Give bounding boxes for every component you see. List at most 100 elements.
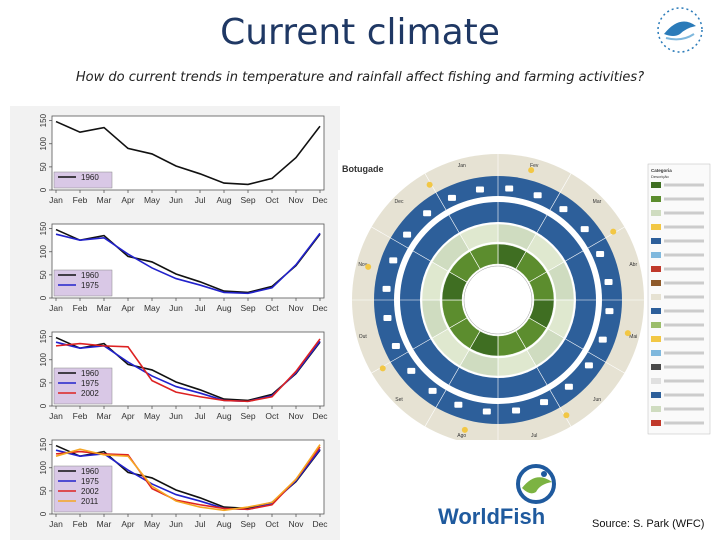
calendar-month-label: Jan (458, 163, 466, 169)
x-tick-label: Sep (240, 411, 255, 421)
x-tick-label: May (144, 303, 161, 313)
legend-entry: 2011 (81, 497, 99, 506)
x-tick-label: Jul (195, 519, 206, 529)
x-tick-label: Nov (288, 303, 304, 313)
calendar-month-label: Fev (530, 163, 539, 169)
x-tick-label: Apr (121, 195, 134, 205)
y-tick-label: 50 (39, 486, 48, 495)
worldfish-logo-text: WorldFish (438, 504, 545, 529)
x-tick-label: Mar (97, 195, 112, 205)
x-tick-label: Aug (216, 303, 231, 313)
y-tick-label: 150 (39, 221, 48, 235)
x-tick-label: Dec (312, 195, 328, 205)
y-tick-label: 0 (39, 511, 48, 516)
page-title: Current climate (220, 12, 500, 53)
x-tick-label: Oct (265, 519, 279, 529)
x-tick-label: Jun (169, 303, 183, 313)
rainfall-chart-1: 0 50 100 150 Jan Feb Mar Apr May Jun Jul Aug Sep Oct N… (39, 113, 328, 205)
x-tick-label: Nov (288, 195, 304, 205)
calendar-month-label: Mar (593, 199, 602, 205)
x-tick-label: Mar (97, 303, 112, 313)
x-tick-label: Dec (312, 411, 328, 421)
x-tick-label: Nov (288, 519, 304, 529)
rainfall-chart-4: 0 50 100 150 Jan Feb Mar Apr May Jun Jul Aug Sep Oct N… (39, 437, 328, 529)
legend-entry: 2002 (81, 487, 99, 496)
x-tick-label: Feb (73, 519, 88, 529)
y-tick-label: 150 (39, 437, 48, 451)
series-line-2002 (55, 338, 321, 403)
chart-legend (53, 171, 113, 189)
legend-entry: 1960 (81, 369, 99, 378)
x-tick-label: Nov (288, 411, 304, 421)
x-tick-label: Apr (121, 519, 134, 529)
y-tick-label: 0 (39, 295, 48, 300)
y-tick-label: 100 (39, 137, 48, 151)
x-tick-label: Dec (312, 519, 328, 529)
calendar-month-label: Jun (593, 397, 601, 403)
x-tick-label: Jul (195, 411, 206, 421)
x-tick-label: Oct (265, 303, 279, 313)
calendar-month-label: Ago (457, 433, 466, 439)
calendar-month-label: Out (359, 334, 368, 340)
seasonal-calendar: Botugade Jan Fev Mar Abr Mai Jun Jul Ago Set Out N… (338, 150, 714, 440)
y-tick-label: 50 (39, 162, 48, 171)
x-tick-label: Jun (169, 519, 183, 529)
x-tick-label: Apr (121, 411, 134, 421)
x-tick-label: Mar (97, 411, 112, 421)
legend-entry: 1975 (81, 477, 99, 486)
x-tick-label: Jan (49, 195, 63, 205)
x-tick-label: Jan (49, 303, 63, 313)
x-tick-label: Jul (195, 303, 206, 313)
x-tick-label: Jun (169, 195, 183, 205)
x-tick-label: Jan (49, 519, 63, 529)
worldfish-logo: WorldFish (438, 464, 556, 529)
y-tick-label: 100 (39, 461, 48, 475)
worldfish-emblem-icon (516, 464, 556, 504)
x-tick-label: Oct (265, 411, 279, 421)
y-tick-label: 0 (39, 187, 48, 192)
calendar-wheel: Jan Fev Mar Abr Mai Jun Jul Ago Set Out Nov Dec (352, 154, 644, 440)
y-tick-label: 0 (39, 403, 48, 408)
calendar-month-label: Nov (358, 262, 367, 268)
x-tick-label: Feb (73, 195, 88, 205)
y-tick-label: 100 (39, 353, 48, 367)
x-tick-label: Jan (49, 411, 63, 421)
chart-legend (53, 367, 113, 405)
x-tick-label: Mar (97, 519, 112, 529)
series-line-1975 (55, 232, 321, 295)
calendar-month-label: Set (395, 397, 403, 403)
x-tick-label: Aug (216, 195, 231, 205)
x-tick-label: Jun (169, 411, 183, 421)
x-tick-label: May (144, 411, 161, 421)
y-tick-label: 50 (39, 378, 48, 387)
rainfall-charts-panel: 0 50 100 150 Jan Feb Mar Apr May Jun Jul Aug Sep Oct N… (10, 106, 340, 540)
legend-entry: 1960 (81, 467, 99, 476)
x-tick-label: May (144, 195, 161, 205)
source-credit: Source: S. Park (WFC) (592, 518, 705, 530)
x-tick-label: Aug (216, 411, 231, 421)
x-tick-label: Sep (240, 303, 255, 313)
rainfall-chart-2: 0 50 100 150 Jan Feb Mar Apr May Jun Jul Aug Sep Oct N… (39, 221, 328, 313)
page-subtitle: How do current trends in temperature and… (75, 70, 645, 85)
calendar-month-label: Dec (395, 199, 404, 205)
legend-entry: 1960 (81, 271, 99, 280)
y-tick-label: 50 (39, 270, 48, 279)
x-tick-label: Dec (312, 303, 328, 313)
x-tick-label: Sep (240, 519, 255, 529)
legend-subheading: Descrição (651, 174, 670, 179)
y-tick-label: 150 (39, 113, 48, 127)
calendar-legend: Categoria Descrição (647, 163, 711, 435)
y-tick-label: 100 (39, 245, 48, 259)
x-tick-label: Oct (265, 195, 279, 205)
y-tick-label: 150 (39, 329, 48, 343)
series-line-1960 (55, 120, 321, 186)
fish-logo-icon (657, 7, 703, 53)
legend-entry: 1960 (81, 173, 99, 182)
legend-heading: Categoria (651, 168, 672, 173)
x-tick-label: Aug (216, 519, 231, 529)
x-tick-label: Jul (195, 195, 206, 205)
calendar-month-label: Jul (531, 433, 537, 439)
x-tick-label: Feb (73, 411, 88, 421)
legend-entry: 1975 (81, 281, 99, 290)
series-line-2011 (55, 444, 321, 512)
